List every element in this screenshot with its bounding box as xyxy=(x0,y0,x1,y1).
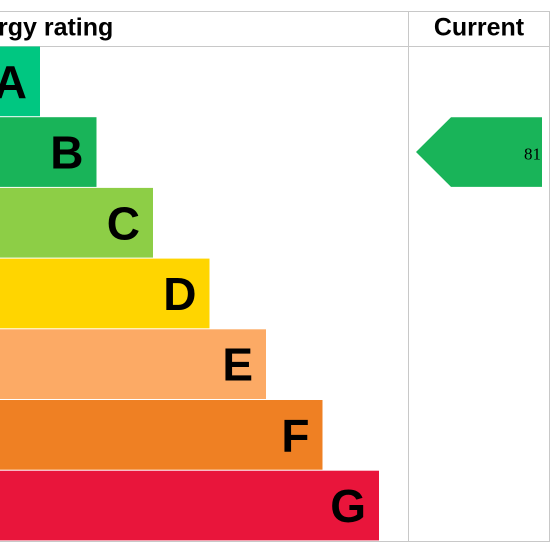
rating-letter: C xyxy=(107,197,140,249)
rating-bar xyxy=(0,46,40,117)
rating-bar xyxy=(0,187,153,258)
rating-letter: D xyxy=(163,268,196,320)
rating-letter: B xyxy=(50,127,83,179)
rating-bar xyxy=(0,400,323,470)
rating-letter: A xyxy=(0,56,27,108)
rating-letter: G xyxy=(330,480,366,532)
current-value: 81 xyxy=(524,145,541,164)
rating-bar xyxy=(0,470,379,541)
current-arrow xyxy=(416,117,542,187)
current-header: Current xyxy=(434,14,525,42)
rating-letter: E xyxy=(222,339,253,391)
rating-bar xyxy=(0,329,266,399)
rating-header: rgy rating xyxy=(0,14,113,42)
rating-bar xyxy=(0,117,97,187)
rating-letter: F xyxy=(281,409,309,461)
rating-bar xyxy=(0,258,210,329)
